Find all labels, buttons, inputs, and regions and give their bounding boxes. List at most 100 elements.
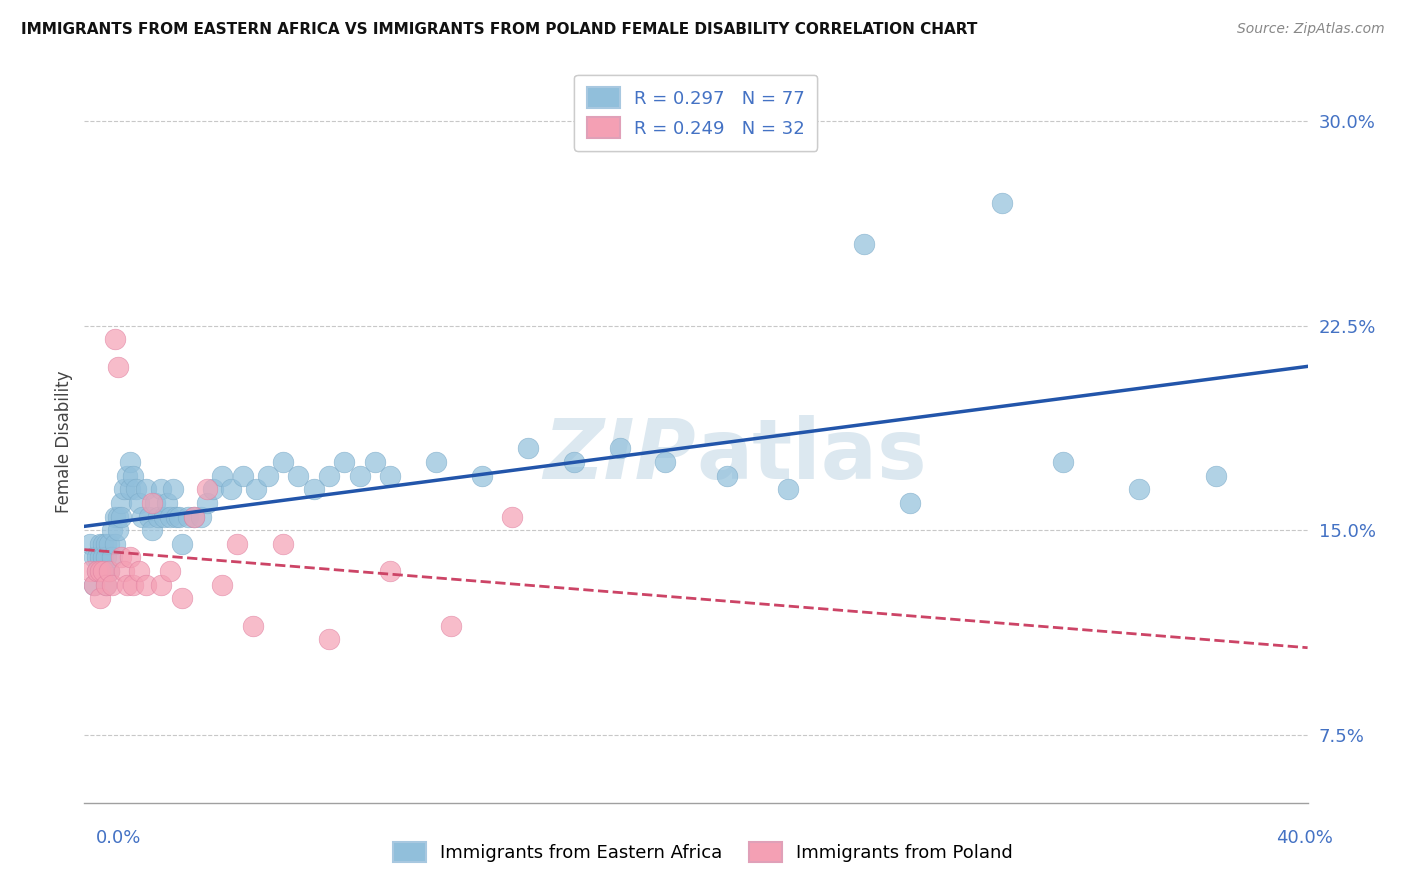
Point — [654, 455, 676, 469]
Point — [159, 564, 181, 578]
Point — [131, 509, 153, 524]
Point — [153, 509, 176, 524]
Point — [380, 564, 402, 578]
Point — [86, 564, 108, 578]
Point — [162, 482, 184, 496]
Point — [128, 496, 150, 510]
Point — [94, 537, 117, 551]
Text: 40.0%: 40.0% — [1277, 829, 1333, 847]
Text: IMMIGRANTS FROM EASTERN AFRICA VS IMMIGRANTS FROM POLAND FEMALE DISABILITY CORRE: IMMIGRANTS FROM EASTERN AFRICA VS IMMIGR… — [21, 22, 977, 37]
Point — [471, 468, 494, 483]
Point — [195, 482, 218, 496]
Point — [609, 442, 631, 456]
Point — [165, 509, 187, 524]
Point — [107, 523, 129, 537]
Y-axis label: Female Disability: Female Disability — [55, 370, 73, 513]
Point — [177, 509, 200, 524]
Point — [242, 618, 264, 632]
Point — [562, 455, 585, 469]
Point — [91, 564, 114, 578]
Point — [853, 236, 876, 251]
Point — [211, 468, 233, 483]
Point — [232, 468, 254, 483]
Point — [86, 550, 108, 565]
Point — [83, 550, 105, 565]
Point — [104, 332, 127, 346]
Point — [271, 537, 294, 551]
Point — [122, 468, 145, 483]
Point — [440, 618, 463, 632]
Point — [364, 455, 387, 469]
Point — [333, 455, 356, 469]
Point — [143, 496, 166, 510]
Point — [135, 577, 157, 591]
Legend: Immigrants from Eastern Africa, Immigrants from Poland: Immigrants from Eastern Africa, Immigran… — [385, 834, 1021, 870]
Point — [302, 482, 325, 496]
Point — [79, 564, 101, 578]
Point — [94, 550, 117, 565]
Text: ZIP: ZIP — [543, 416, 696, 497]
Point — [287, 468, 309, 483]
Point — [91, 537, 114, 551]
Point — [79, 537, 101, 551]
Point — [112, 564, 135, 578]
Point — [167, 509, 190, 524]
Point — [991, 196, 1014, 211]
Point — [149, 482, 172, 496]
Point — [183, 509, 205, 524]
Point — [156, 496, 179, 510]
Point — [91, 564, 114, 578]
Point — [1205, 468, 1227, 483]
Point — [97, 564, 120, 578]
Point — [120, 550, 142, 565]
Point — [128, 564, 150, 578]
Point — [219, 482, 242, 496]
Point — [120, 482, 142, 496]
Point — [138, 509, 160, 524]
Point — [1128, 482, 1150, 496]
Point — [201, 482, 224, 496]
Point — [172, 591, 194, 606]
Point — [101, 550, 124, 565]
Point — [245, 482, 267, 496]
Point — [271, 455, 294, 469]
Point — [776, 482, 799, 496]
Point — [318, 632, 340, 647]
Point — [516, 442, 538, 456]
Point — [318, 468, 340, 483]
Point — [172, 537, 194, 551]
Point — [112, 482, 135, 496]
Point — [257, 468, 280, 483]
Point — [86, 564, 108, 578]
Point — [898, 496, 921, 510]
Point — [110, 496, 132, 510]
Point — [101, 523, 124, 537]
Point — [141, 496, 163, 510]
Point — [159, 509, 181, 524]
Text: atlas: atlas — [696, 416, 927, 497]
Point — [89, 550, 111, 565]
Point — [502, 509, 524, 524]
Text: 0.0%: 0.0% — [96, 829, 141, 847]
Point — [97, 564, 120, 578]
Point — [115, 468, 138, 483]
Point — [115, 577, 138, 591]
Point — [380, 468, 402, 483]
Point — [107, 359, 129, 374]
Point — [97, 537, 120, 551]
Point — [125, 482, 148, 496]
Point — [91, 550, 114, 565]
Point — [120, 455, 142, 469]
Point — [83, 577, 105, 591]
Point — [89, 591, 111, 606]
Point — [122, 577, 145, 591]
Point — [716, 468, 738, 483]
Legend: R = 0.297   N = 77, R = 0.249   N = 32: R = 0.297 N = 77, R = 0.249 N = 32 — [575, 75, 817, 151]
Point — [146, 509, 169, 524]
Point — [94, 577, 117, 591]
Point — [94, 577, 117, 591]
Point — [349, 468, 371, 483]
Point — [104, 509, 127, 524]
Point — [110, 509, 132, 524]
Point — [195, 496, 218, 510]
